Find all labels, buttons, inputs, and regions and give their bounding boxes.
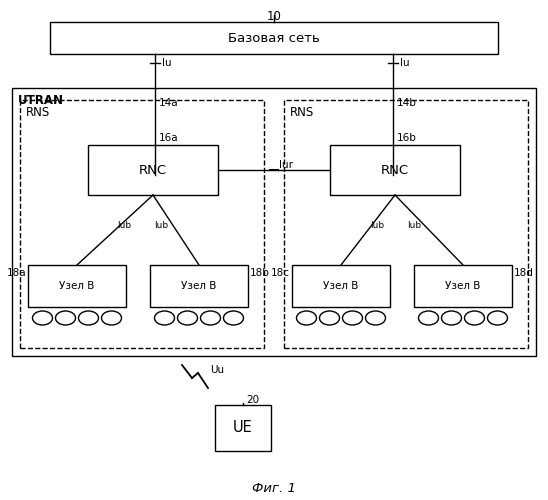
Text: Iur: Iur	[279, 160, 293, 170]
Ellipse shape	[55, 311, 76, 325]
Text: Iu: Iu	[400, 58, 409, 68]
Text: 14b: 14b	[397, 98, 417, 108]
Bar	[330, 145, 460, 195]
Text: 18d: 18d	[514, 268, 534, 278]
Ellipse shape	[32, 311, 53, 325]
Text: Фиг. 1: Фиг. 1	[252, 482, 296, 494]
Text: Uu: Uu	[210, 365, 224, 375]
Bar	[414, 265, 512, 307]
Ellipse shape	[224, 311, 243, 325]
Text: RNS: RNS	[26, 106, 50, 120]
Bar	[150, 265, 248, 307]
Ellipse shape	[442, 311, 461, 325]
Bar	[88, 145, 218, 195]
Ellipse shape	[296, 311, 317, 325]
Text: UTRAN: UTRAN	[18, 94, 64, 106]
Text: Iub: Iub	[370, 222, 384, 230]
Text: RNS: RNS	[290, 106, 314, 120]
Text: Узел В: Узел В	[323, 281, 359, 291]
Text: Узел В: Узел В	[446, 281, 481, 291]
Ellipse shape	[178, 311, 197, 325]
Text: UE: UE	[233, 420, 253, 436]
Text: Iub: Iub	[154, 222, 168, 230]
Text: RNC: RNC	[381, 164, 409, 176]
Bar	[292, 265, 390, 307]
Bar	[50, 22, 498, 54]
Text: 18c: 18c	[271, 268, 290, 278]
Ellipse shape	[465, 311, 484, 325]
Text: 18b: 18b	[250, 268, 270, 278]
Text: RNC: RNC	[139, 164, 167, 176]
Text: Iub: Iub	[117, 222, 131, 230]
Ellipse shape	[78, 311, 99, 325]
Bar	[215, 405, 271, 451]
Text: Iub: Iub	[407, 222, 421, 230]
Ellipse shape	[201, 311, 220, 325]
Ellipse shape	[488, 311, 507, 325]
Bar	[20, 100, 264, 348]
Ellipse shape	[342, 311, 362, 325]
Bar	[12, 88, 536, 356]
Text: Узел В: Узел В	[59, 281, 95, 291]
Text: Базовая сеть: Базовая сеть	[228, 32, 320, 44]
Text: 10: 10	[266, 10, 282, 23]
Bar	[28, 265, 126, 307]
Ellipse shape	[419, 311, 438, 325]
Text: 20: 20	[246, 395, 259, 405]
Ellipse shape	[101, 311, 122, 325]
Text: Iu: Iu	[162, 58, 172, 68]
Text: 16a: 16a	[159, 133, 179, 143]
Text: 14a: 14a	[159, 98, 179, 108]
Ellipse shape	[366, 311, 385, 325]
Text: 16b: 16b	[397, 133, 417, 143]
Text: 18a: 18a	[7, 268, 26, 278]
Bar	[284, 100, 528, 348]
Text: Узел В: Узел В	[181, 281, 216, 291]
Ellipse shape	[319, 311, 340, 325]
Ellipse shape	[155, 311, 174, 325]
